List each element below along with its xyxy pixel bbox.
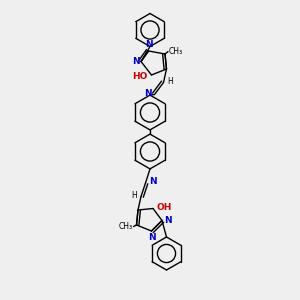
Text: N: N (145, 89, 152, 98)
Text: OH: OH (157, 202, 172, 211)
Text: H: H (167, 76, 173, 85)
Text: N: N (132, 57, 140, 66)
Text: HO: HO (133, 72, 148, 81)
Text: CH₃: CH₃ (119, 222, 133, 231)
Text: N: N (148, 233, 155, 242)
Text: CH₃: CH₃ (169, 46, 183, 56)
Text: H: H (132, 190, 137, 200)
Text: N: N (164, 216, 172, 225)
Text: N: N (145, 40, 152, 50)
Text: N: N (149, 177, 157, 186)
